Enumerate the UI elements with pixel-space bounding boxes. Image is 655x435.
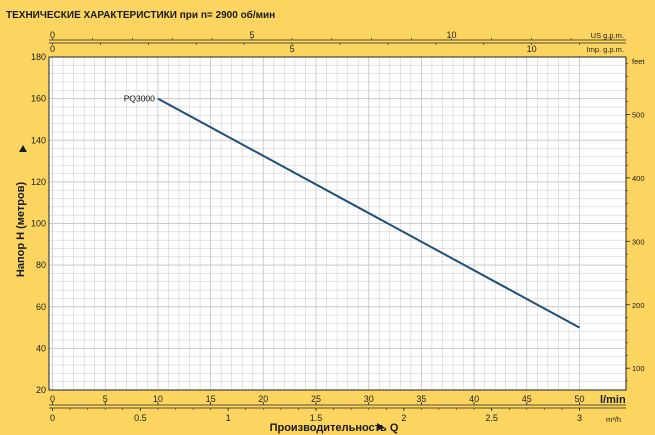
x-tick-label: 45 bbox=[522, 394, 532, 404]
x-tick-label: 20 bbox=[258, 394, 268, 404]
series-line bbox=[157, 97, 580, 329]
imp-tick-label: 5 bbox=[290, 44, 295, 54]
right-tick-label: 200 bbox=[632, 301, 645, 310]
x-tick-label: 15 bbox=[206, 394, 216, 404]
x-unit-label: l/min bbox=[600, 394, 626, 406]
us-tick-label: 5 bbox=[249, 30, 254, 40]
up-arrow-icon bbox=[19, 145, 27, 152]
right-arrow-icon bbox=[377, 423, 384, 431]
plot-frame bbox=[48, 56, 627, 391]
y-tick-label: 180 bbox=[31, 52, 46, 62]
imp-unit: Imp. g.p.m. bbox=[586, 45, 624, 54]
x-tick-label: 35 bbox=[416, 394, 426, 404]
x-tick-label: 10 bbox=[153, 394, 163, 404]
chart-title: ТЕХНИЧЕСКИЕ ХАРАКТЕРИСТИКИ при n= 2900 о… bbox=[6, 9, 275, 21]
y-tick-label: 40 bbox=[36, 343, 46, 353]
us-unit: US g.p.m. bbox=[591, 31, 624, 40]
m3h-tick-label: 1.5 bbox=[310, 413, 323, 423]
y-tick-label: 80 bbox=[36, 260, 46, 270]
x-axis-label: Производительность Q bbox=[270, 422, 399, 434]
x-tick-label: 30 bbox=[364, 394, 374, 404]
right-axis-unit: feet bbox=[632, 57, 645, 66]
x-tick-label: 5 bbox=[103, 394, 108, 404]
y-tick-label: 160 bbox=[31, 94, 46, 104]
right-tick-label: 100 bbox=[632, 364, 645, 373]
x-tick-label: 50 bbox=[574, 394, 584, 404]
y-tick-label: 140 bbox=[31, 135, 46, 145]
m3h-tick-label: 2.5 bbox=[485, 413, 498, 423]
x-tick-label: 40 bbox=[469, 394, 479, 404]
y-tick-label: 100 bbox=[31, 219, 46, 229]
series-layer: PQ3000 bbox=[124, 94, 580, 329]
x-tick-label: 0 bbox=[50, 394, 55, 404]
imp-tick-label: 10 bbox=[527, 44, 537, 54]
us-tick-label: 0 bbox=[50, 30, 55, 40]
x-tick-label: 25 bbox=[311, 394, 321, 404]
m3h-tick-label: 1 bbox=[226, 413, 231, 423]
y-tick-label: 120 bbox=[31, 177, 46, 187]
right-tick-label: 500 bbox=[632, 110, 645, 119]
m3h-tick-label: 0 bbox=[50, 413, 55, 423]
us-tick-label: 10 bbox=[446, 30, 456, 40]
m3h-tick-label: 2 bbox=[401, 413, 406, 423]
y-tick-label: 20 bbox=[36, 385, 46, 395]
m3h-unit: m³/h bbox=[606, 415, 621, 424]
right-tick-label: 300 bbox=[632, 237, 645, 246]
grid bbox=[49, 56, 626, 391]
m3h-tick-label: 3 bbox=[577, 413, 582, 423]
y-axis-label: Напор H (метров) bbox=[15, 182, 27, 278]
right-tick-label: 400 bbox=[632, 174, 645, 183]
y-tick-label: 60 bbox=[36, 302, 46, 312]
m3h-tick-label: 0.5 bbox=[134, 413, 147, 423]
imp-tick-label: 0 bbox=[50, 44, 55, 54]
series-label: PQ3000 bbox=[124, 94, 155, 104]
